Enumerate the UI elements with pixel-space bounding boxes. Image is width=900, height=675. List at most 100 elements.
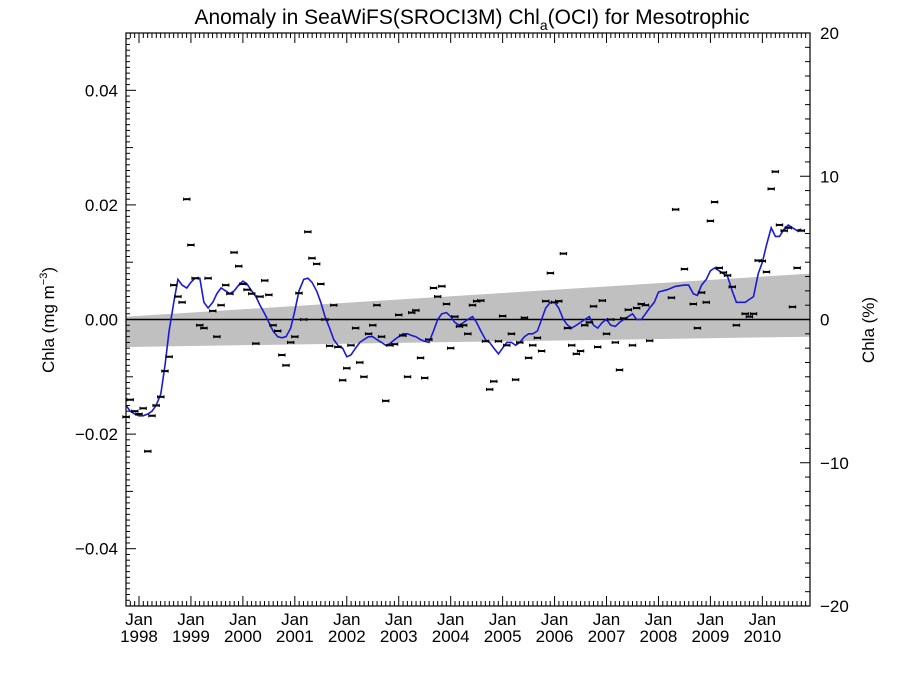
data-point [689, 302, 697, 306]
data-point [360, 375, 368, 379]
x-tick-year-label: 2000 [224, 627, 262, 646]
data-point [641, 303, 650, 307]
x-tick-month-label: Jan [125, 610, 152, 629]
data-point [485, 387, 494, 392]
data-point [304, 230, 312, 234]
data-point [261, 278, 269, 283]
data-point [321, 317, 329, 322]
data-point [217, 303, 225, 307]
y-left-tick-label: 0.04 [85, 81, 118, 100]
data-point [628, 343, 637, 347]
data-point [533, 336, 542, 340]
x-tick-year-label: 2005 [484, 627, 522, 646]
data-point [555, 299, 563, 303]
data-point [546, 271, 555, 275]
data-point [373, 303, 381, 307]
data-point [585, 320, 594, 324]
data-point [572, 352, 581, 356]
data-point [291, 335, 299, 339]
data-point [697, 290, 706, 295]
data-point [139, 406, 147, 410]
data-point [239, 282, 247, 286]
data-point [390, 342, 399, 346]
data-point [144, 449, 152, 453]
data-point [165, 355, 173, 359]
data-point [602, 332, 611, 336]
data-point [174, 294, 182, 299]
data-point [382, 399, 390, 403]
x-tick-year-label: 2001 [276, 627, 314, 646]
data-point [559, 252, 568, 256]
data-point [702, 300, 710, 304]
data-point [433, 294, 442, 299]
data-point [265, 293, 273, 297]
data-point [464, 332, 472, 336]
data-point [425, 337, 433, 342]
y-right-tick-label: −10 [820, 454, 849, 473]
data-point [771, 170, 780, 174]
data-point [191, 276, 199, 280]
data-point [325, 344, 334, 348]
data-point [364, 332, 373, 336]
y-right-tick-label: 0 [820, 311, 829, 330]
data-point [645, 339, 654, 343]
y-left-tick-label: 0.00 [85, 311, 118, 330]
data-point [477, 298, 485, 303]
data-point [286, 340, 295, 345]
data-point [269, 323, 277, 327]
data-point [598, 298, 607, 303]
x-tick-month-label: Jan [437, 610, 464, 629]
x-tick-month-label: Jan [541, 610, 568, 629]
x-tick-year-label: 2006 [536, 627, 574, 646]
x-tick-month-label: Jan [229, 610, 256, 629]
data-point [568, 343, 576, 347]
data-point [667, 296, 676, 300]
data-point [273, 329, 282, 333]
data-point [187, 243, 195, 247]
data-point [438, 284, 446, 288]
data-point [680, 267, 689, 271]
data-point [793, 266, 801, 270]
data-point [741, 312, 749, 316]
data-point [745, 315, 754, 319]
data-point [490, 379, 498, 383]
data-point [421, 376, 429, 380]
data-point [248, 292, 256, 296]
x-tick-month-label: Jan [749, 610, 776, 629]
data-point [581, 323, 589, 327]
data-point [200, 326, 208, 330]
data-point [593, 345, 602, 349]
x-tick-year-label: 2002 [328, 627, 366, 646]
data-point [230, 250, 238, 255]
x-tick-year-label: 1999 [172, 627, 210, 646]
y-right-tick-label: 10 [820, 167, 839, 186]
trend-confidence-band [126, 273, 810, 348]
data-point [693, 326, 702, 330]
data-point [494, 339, 503, 343]
data-point [442, 302, 451, 306]
data-point [256, 294, 264, 299]
data-point [749, 312, 758, 316]
data-point [775, 223, 784, 227]
data-point [611, 340, 620, 345]
x-tick-month-label: Jan [697, 610, 724, 629]
data-point [542, 299, 550, 303]
x-tick-month-label: Jan [177, 610, 204, 629]
data-point [317, 282, 325, 286]
x-tick-year-label: 2004 [432, 627, 470, 646]
data-point [516, 340, 524, 345]
data-point [282, 363, 290, 367]
data-point [767, 187, 775, 191]
y-left-tick-label: −0.02 [75, 425, 118, 444]
y-right-tick-label: −20 [820, 597, 849, 616]
data-point [377, 335, 386, 339]
data-point [606, 317, 615, 322]
data-point [451, 315, 459, 319]
data-point [278, 353, 286, 357]
data-point [157, 395, 165, 399]
data-point [135, 412, 143, 416]
data-point [507, 332, 516, 336]
data-point [351, 326, 360, 330]
data-point [788, 305, 797, 309]
data-point [719, 270, 728, 275]
